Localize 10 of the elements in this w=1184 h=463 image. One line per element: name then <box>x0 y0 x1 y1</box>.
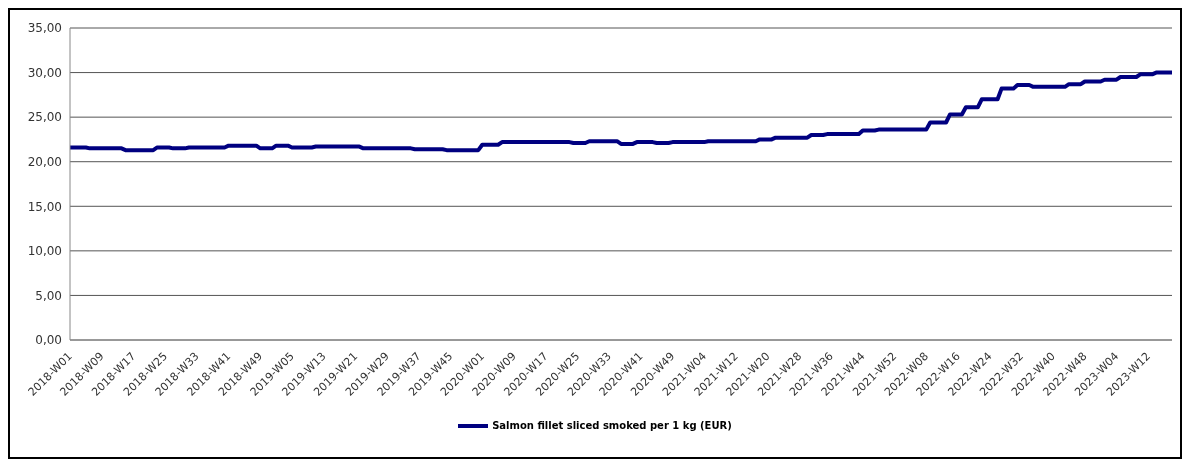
y-tick-label: 20,00 <box>27 154 62 169</box>
y-tick-label: 5,00 <box>35 288 62 303</box>
y-tick-label: 25,00 <box>27 110 62 125</box>
line-series <box>68 70 1174 153</box>
y-tick-label: 15,00 <box>27 199 62 214</box>
y-tick-label: 0,00 <box>35 333 62 348</box>
y-tick-label: 35,00 <box>27 21 62 36</box>
legend-label: Salmon fillet sliced smoked per 1 kg (EUR) <box>492 420 732 431</box>
y-tick-label: 10,00 <box>27 244 62 259</box>
y-tick-label: 30,00 <box>27 65 62 80</box>
